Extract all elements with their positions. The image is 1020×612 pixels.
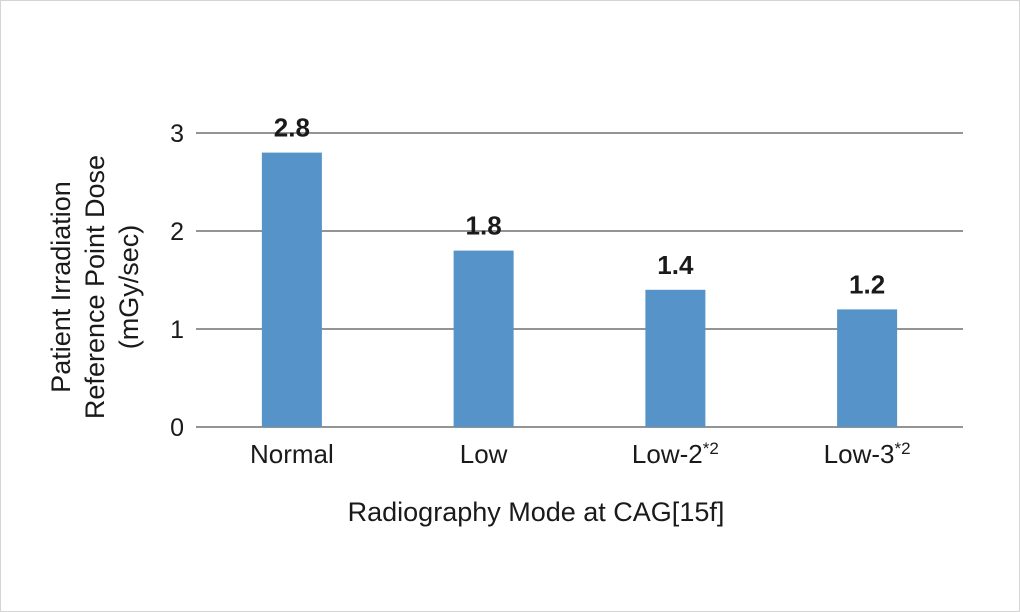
bar: [453, 250, 514, 427]
y-tick-label: 3: [170, 120, 184, 148]
x-category-label: Low-3*2: [824, 439, 911, 469]
y-tick-label: 1: [170, 316, 184, 344]
bar: [837, 309, 898, 427]
category-footnote-mark: *2: [895, 439, 911, 458]
y-axis-title-line-3: (mGy/sec): [114, 225, 144, 350]
data-labels: 2.8 1.8 1.4 1.2: [274, 113, 885, 300]
bar: [261, 152, 322, 427]
bar: [645, 289, 706, 427]
y-tick-label: 0: [170, 414, 184, 442]
bars: [261, 152, 898, 427]
data-label: 1.4: [657, 250, 694, 280]
x-category-labels: Normal Low Low-2*2 Low-3*2: [250, 439, 911, 469]
category-footnote-mark: *2: [703, 439, 719, 458]
y-axis-title: Patient Irradiation Reference Point Dose…: [46, 155, 144, 419]
y-tick-label: 2: [170, 218, 184, 246]
data-label: 2.8: [274, 113, 310, 143]
x-category-label: Low-2*2: [632, 439, 719, 469]
data-label: 1.8: [466, 211, 502, 241]
y-tick-labels: 0 1 2 3: [170, 120, 184, 442]
x-axis-title: Radiography Mode at CAG[15f]: [348, 497, 725, 527]
y-axis-title-line-1: Patient Irradiation: [46, 181, 76, 393]
data-label: 1.2: [849, 269, 885, 299]
x-category-label: Normal: [250, 439, 334, 469]
y-axis-title-line-2: Reference Point Dose: [80, 155, 110, 419]
gridlines: [196, 132, 963, 428]
x-category-label: Low: [460, 439, 508, 469]
